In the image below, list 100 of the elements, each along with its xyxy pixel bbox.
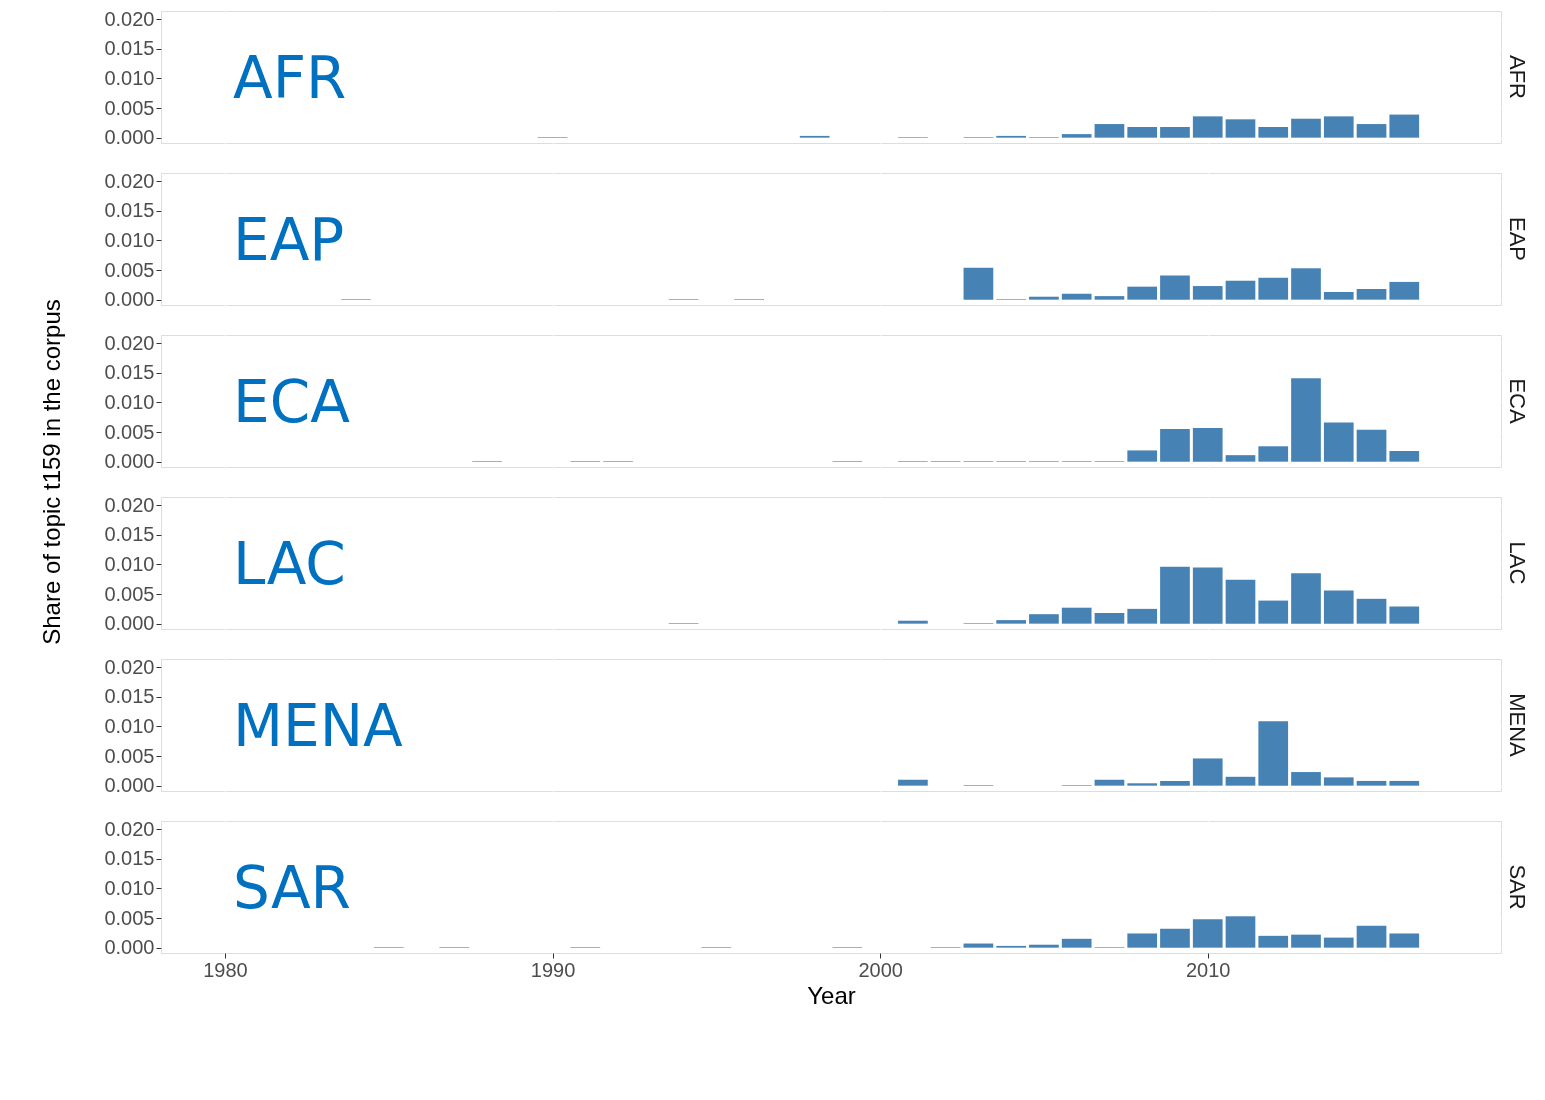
bar	[1094, 613, 1125, 624]
bar	[1389, 780, 1420, 786]
bar	[1323, 116, 1354, 138]
y-tick-label: 0.010	[104, 390, 155, 413]
bar	[1192, 116, 1223, 138]
bar	[1061, 607, 1092, 624]
y-tick-label: 0.000	[104, 936, 155, 959]
y-tick-label: 0.005	[104, 582, 155, 605]
bar	[1356, 289, 1387, 300]
bar	[1094, 124, 1125, 138]
bar	[1192, 758, 1223, 786]
bar	[1160, 566, 1190, 624]
bar	[1225, 119, 1256, 138]
bar	[1258, 277, 1289, 300]
bar	[1061, 293, 1092, 300]
annotation: AFR	[233, 44, 347, 112]
bar	[1389, 114, 1420, 138]
bar	[1258, 127, 1289, 138]
bar	[1127, 450, 1158, 462]
y-tick-label: 0.000	[104, 774, 155, 797]
bar	[1160, 780, 1190, 786]
bar	[1061, 134, 1092, 138]
y-tick-label: 0.010	[104, 714, 155, 737]
bar	[1258, 935, 1289, 948]
y-tick-label: 0.015	[104, 37, 155, 60]
bar	[1323, 291, 1354, 300]
x-tick-label: 2000	[858, 958, 903, 981]
bar	[963, 267, 994, 300]
text: SAR	[1505, 864, 1530, 910]
bar	[1225, 916, 1256, 948]
bar	[1192, 919, 1223, 948]
bar	[1291, 772, 1321, 786]
y-tick-label: 0.005	[104, 906, 155, 929]
y-axis-title: Share of topic t159 in the corpus	[38, 299, 65, 645]
bar	[1291, 934, 1321, 948]
bar	[898, 620, 928, 624]
x-tick-label: 2010	[1185, 958, 1231, 981]
bar	[1094, 296, 1125, 300]
bar	[1127, 286, 1158, 300]
bar	[1029, 944, 1059, 948]
bar	[1323, 937, 1354, 948]
bar	[1291, 378, 1321, 462]
y-tick-label: 0.000	[104, 126, 155, 149]
bar	[1160, 275, 1190, 300]
bar	[1258, 446, 1289, 462]
y-tick-label: 0.020	[104, 169, 155, 192]
bar	[963, 943, 994, 948]
y-tick-label: 0.015	[104, 685, 155, 708]
annotation: LAC	[233, 530, 346, 598]
bar	[1225, 579, 1256, 624]
y-tick-label: 0.005	[104, 744, 155, 767]
y-tick-label: 0.020	[104, 331, 155, 354]
bar	[1356, 925, 1387, 948]
y-tick-label: 0.000	[104, 288, 155, 311]
text: LAC	[1505, 541, 1530, 585]
bar	[996, 620, 1027, 624]
y-tick-label: 0.015	[104, 361, 155, 384]
bar	[1225, 776, 1256, 786]
y-tick-label: 0.005	[104, 420, 155, 443]
annotation: SAR	[233, 854, 351, 922]
y-tick-label: 0.020	[104, 493, 155, 516]
bar	[1029, 296, 1059, 300]
bar	[1356, 598, 1387, 624]
bar	[1127, 933, 1158, 948]
y-tick-label: 0.020	[104, 817, 155, 840]
bar	[1389, 933, 1420, 948]
bar	[1127, 608, 1158, 624]
y-tick-label: 0.010	[104, 228, 155, 251]
annotation: ECA	[233, 368, 351, 436]
y-tick-label: 0.000	[104, 450, 155, 473]
bar	[1225, 280, 1256, 300]
bar	[1160, 928, 1190, 948]
y-tick-label: 0.000	[104, 612, 155, 635]
text: AFR	[1505, 55, 1530, 99]
bar	[1258, 600, 1289, 624]
text: MENA	[1505, 693, 1530, 758]
text: ECA	[1505, 378, 1530, 424]
y-tick-label: 0.010	[104, 876, 155, 899]
bar	[1258, 721, 1289, 786]
y-tick-label: 0.010	[104, 66, 155, 89]
bar	[1291, 573, 1321, 624]
bar	[1029, 614, 1059, 624]
text: EAP	[1505, 216, 1530, 262]
bar	[1291, 118, 1321, 138]
y-tick-label: 0.015	[104, 847, 155, 870]
bar	[1389, 606, 1420, 624]
bar	[1225, 455, 1256, 462]
y-tick-label: 0.010	[104, 552, 155, 575]
bar	[1192, 567, 1223, 624]
x-tick-label: 1980	[203, 958, 248, 981]
bar	[1389, 281, 1420, 300]
bar	[1389, 451, 1420, 462]
y-tick-label: 0.005	[104, 96, 155, 119]
x-axis-title: Year	[807, 981, 856, 1009]
bar	[1323, 777, 1354, 786]
bar	[1192, 427, 1223, 462]
bar	[1127, 127, 1158, 138]
y-tick-label: 0.005	[104, 258, 155, 281]
y-tick-label: 0.015	[104, 523, 155, 546]
bar	[1160, 127, 1190, 138]
